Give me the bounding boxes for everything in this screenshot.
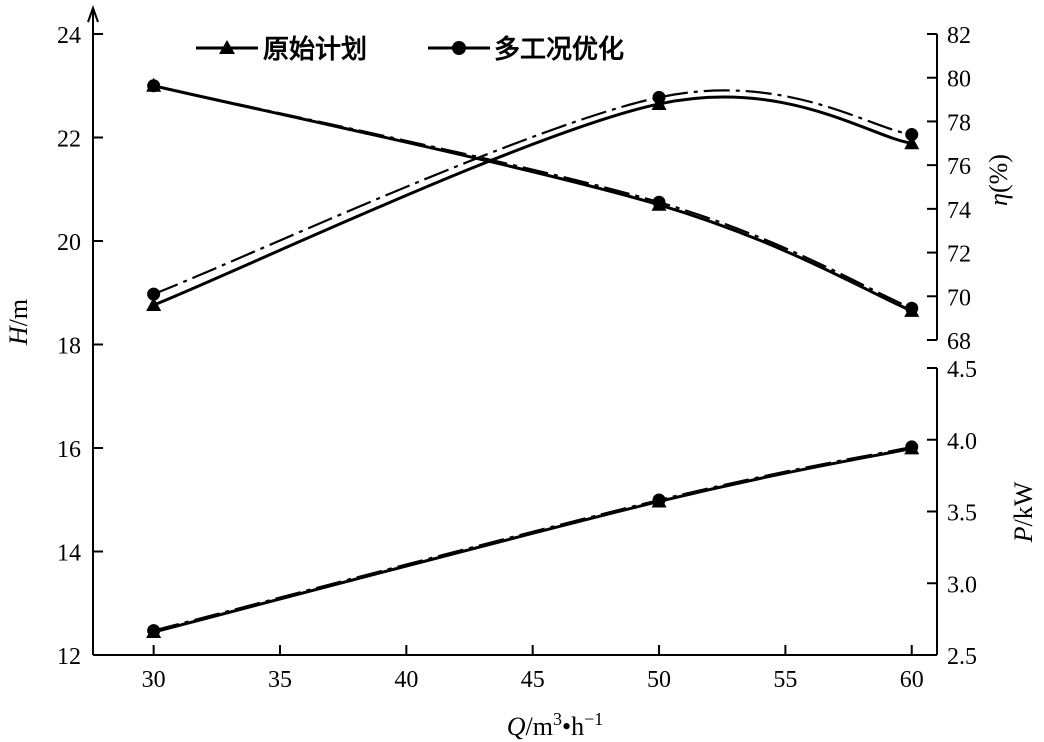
x-tick-label: 55 [773, 667, 797, 693]
y-left-tick-label: 18 [57, 334, 81, 360]
y-eta-axis-title: η(%) [984, 154, 1013, 206]
point-P-circle [147, 624, 161, 638]
y-eta-tick-label: 70 [947, 285, 971, 311]
point-η-triangle [904, 135, 920, 150]
y-eta-tick-label: 76 [947, 154, 971, 180]
x-tick-label: 30 [142, 667, 166, 693]
y-power-tick-label: 3.5 [947, 501, 977, 527]
axes: 12 14 16 18 20 22 24 30 35 40 45 50 55 60 68 70 72 74 76 78… [4, 5, 1038, 741]
x-tick-label: 45 [521, 667, 545, 693]
x-tick-label: 60 [900, 667, 924, 693]
y-eta-tick-label: 80 [947, 67, 971, 93]
y-left-tick-label: 14 [57, 541, 81, 567]
curve-H-triangle [153, 84, 913, 313]
point-P-circle [652, 493, 666, 507]
y-power-axis-title: P/kW [1009, 481, 1038, 543]
curve-η-triangle [153, 95, 912, 307]
curve-P-triangle [153, 446, 913, 634]
curve-P-circle [153, 445, 912, 632]
x-tick-label: 40 [394, 667, 418, 693]
point-H-circle [652, 195, 666, 209]
x-axis-title: Q/m3•h−1 [507, 709, 604, 741]
legend-label-2: 多工况优化 [494, 35, 624, 65]
y-left-tick-label: 16 [57, 437, 81, 463]
y-power-tick-label: 2.5 [947, 644, 977, 670]
legend: 原始计划 多工况优化 [196, 35, 624, 65]
y-power-tick-label: 4.0 [947, 429, 977, 455]
curves [153, 84, 913, 634]
legend-label-1: 原始计划 [263, 35, 367, 65]
y-eta-tick-label: 74 [947, 198, 971, 224]
y-left-tick-label: 22 [57, 127, 81, 153]
point-H-circle [147, 79, 161, 93]
y-left-tick-label: 12 [57, 644, 81, 670]
y-left-tick-label: 20 [57, 230, 81, 256]
curve-η-circle [153, 89, 912, 296]
y-power-tick-label: 3.0 [947, 572, 977, 598]
point-η-circle [147, 287, 161, 301]
y-left-tick-label: 24 [57, 23, 81, 49]
legend-circle-marker [452, 41, 466, 55]
curve-H-circle [153, 84, 913, 310]
y-left-axis-title: H/m [4, 299, 33, 346]
point-η-circle [652, 90, 666, 104]
y-eta-tick-label: 78 [947, 110, 971, 136]
point-P-circle [905, 440, 919, 454]
point-H-circle [905, 301, 919, 315]
point-η-circle [905, 128, 919, 142]
x-tick-label: 35 [268, 667, 292, 693]
y-power-tick-label: 4.5 [947, 357, 977, 383]
markers [146, 77, 920, 639]
x-tick-label: 50 [647, 667, 671, 693]
y-eta-tick-label: 68 [947, 329, 971, 355]
y-eta-tick-label: 82 [947, 23, 971, 49]
legend-triangle-marker [219, 40, 235, 54]
point-η-triangle [146, 297, 162, 312]
y-axis-arrow [87, 5, 99, 23]
y-eta-tick-label: 72 [947, 242, 971, 268]
